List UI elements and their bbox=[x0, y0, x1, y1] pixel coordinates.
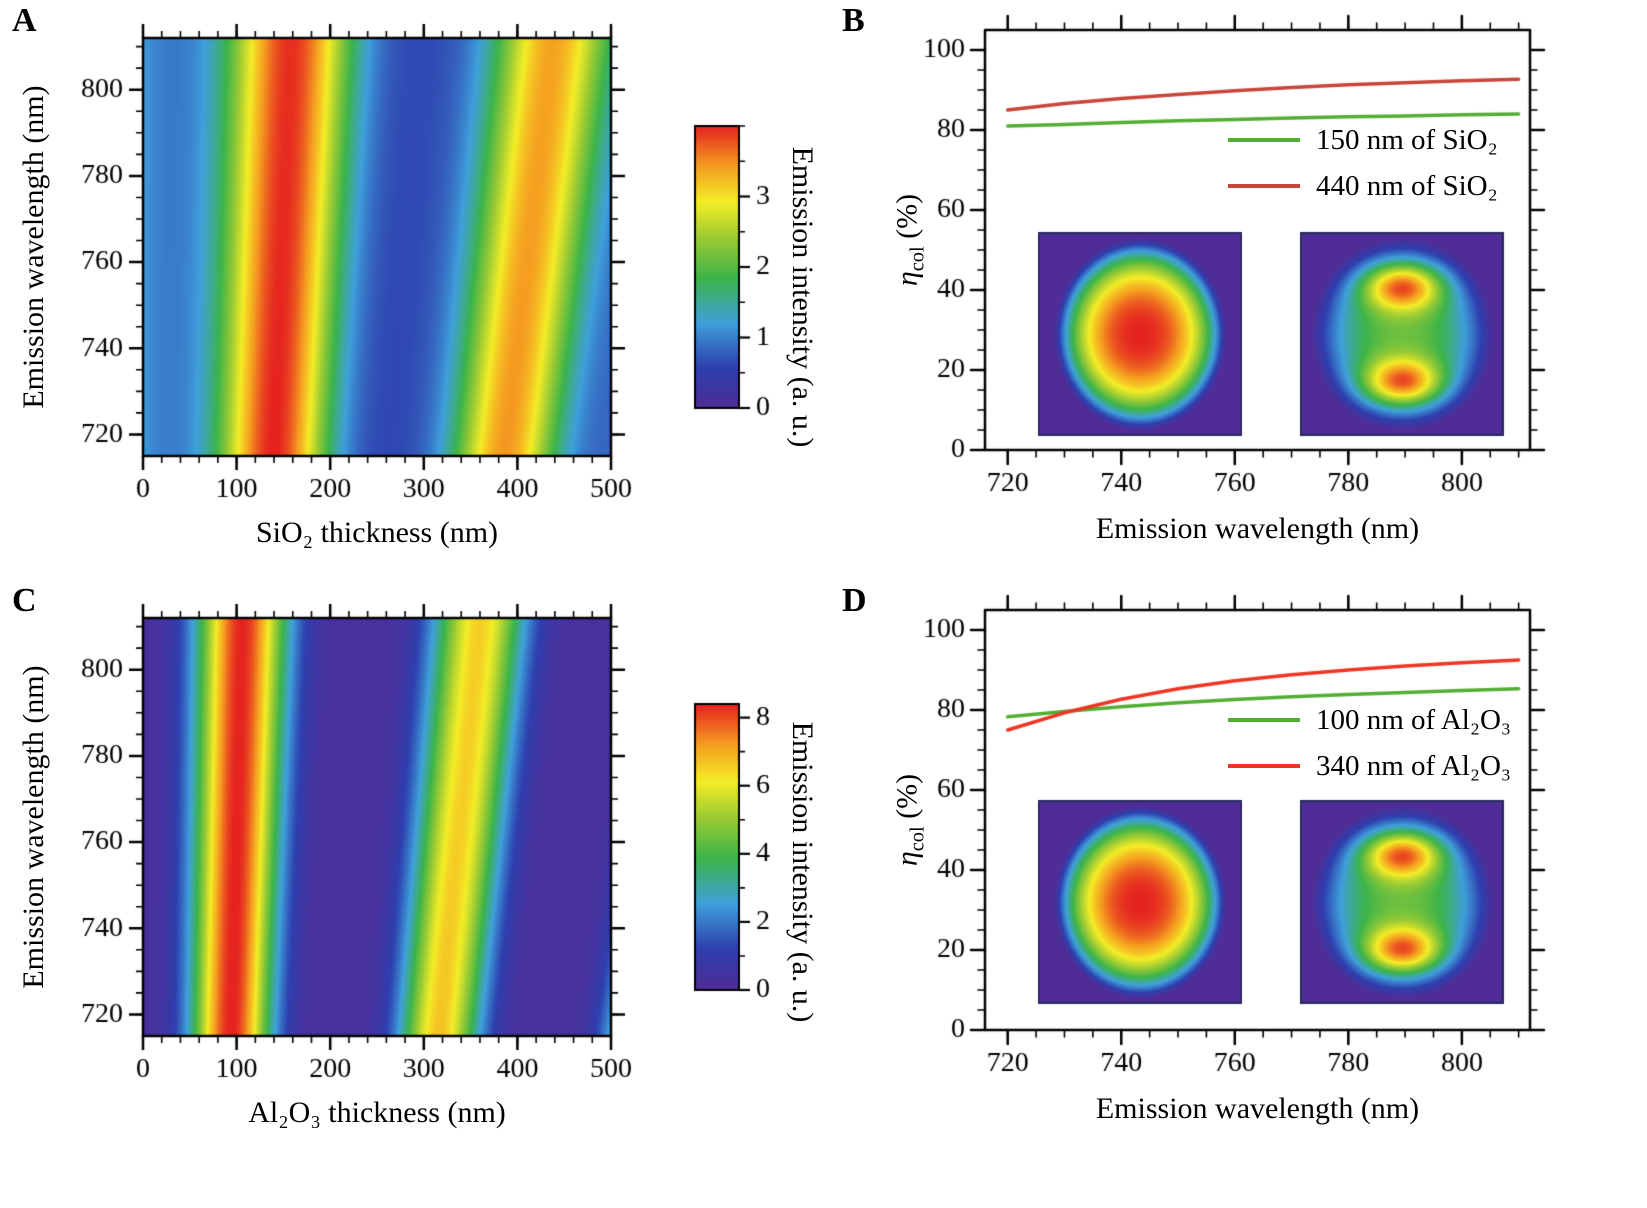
panel-b-linechart-canvas bbox=[830, 0, 1647, 580]
legend-label: 340 nm of Al₂O₃ bbox=[1316, 749, 1512, 782]
series-line-swatch bbox=[1228, 718, 1300, 722]
ylabel-d: ηcol (%) bbox=[891, 774, 930, 866]
panel-label-d: D bbox=[842, 582, 867, 619]
legend-item: 440 nm of SiO₂ bbox=[1228, 168, 1498, 204]
series-line-swatch bbox=[1228, 184, 1300, 188]
legend-b: 150 nm of SiO₂ 440 nm of SiO₂ bbox=[1228, 122, 1498, 204]
eta-subscript: col bbox=[906, 826, 929, 852]
ylabel-c: Emission wavelength (nm) bbox=[17, 665, 50, 989]
legend-label: 100 nm of Al₂O₃ bbox=[1316, 703, 1512, 736]
colorbar-label-c: Emission intensity (a. u.) bbox=[786, 721, 819, 1023]
eta-symbol: η bbox=[890, 851, 924, 867]
ylabel-units: (%) bbox=[890, 193, 924, 247]
series-line-swatch bbox=[1228, 764, 1300, 768]
xlabel-a: SiO₂ thickness (nm) bbox=[255, 516, 499, 549]
panel-d-linechart-canvas bbox=[830, 580, 1647, 1208]
legend-d: 100 nm of Al₂O₃ 340 nm of Al₂O₃ bbox=[1228, 702, 1511, 784]
panel-a-heatmap-canvas bbox=[0, 0, 830, 580]
legend-label: 440 nm of SiO₂ bbox=[1316, 169, 1498, 202]
xlabel-d: Emission wavelength (nm) bbox=[1095, 1092, 1420, 1125]
panel-label-c: C bbox=[12, 582, 37, 619]
legend-item: 100 nm of Al₂O₃ bbox=[1228, 702, 1511, 738]
xlabel-b: Emission wavelength (nm) bbox=[1095, 512, 1420, 545]
ylabel-b: ηcol (%) bbox=[891, 194, 930, 286]
panel-label-a: A bbox=[12, 2, 37, 39]
panel-c-heatmap-canvas bbox=[0, 580, 830, 1208]
colorbar-label-a: Emission intensity (a. u.) bbox=[786, 146, 819, 448]
legend-item: 340 nm of Al₂O₃ bbox=[1228, 748, 1511, 784]
series-line-swatch bbox=[1228, 138, 1300, 142]
panel-label-b: B bbox=[842, 2, 865, 39]
xlabel-c: Al₂O₃ thickness (nm) bbox=[248, 1096, 506, 1129]
eta-subscript: col bbox=[906, 246, 929, 272]
legend-label: 150 nm of SiO₂ bbox=[1316, 123, 1498, 156]
eta-symbol: η bbox=[890, 271, 924, 287]
ylabel-a: Emission wavelength (nm) bbox=[17, 85, 50, 409]
ylabel-units: (%) bbox=[890, 773, 924, 827]
legend-item: 150 nm of SiO₂ bbox=[1228, 122, 1498, 158]
